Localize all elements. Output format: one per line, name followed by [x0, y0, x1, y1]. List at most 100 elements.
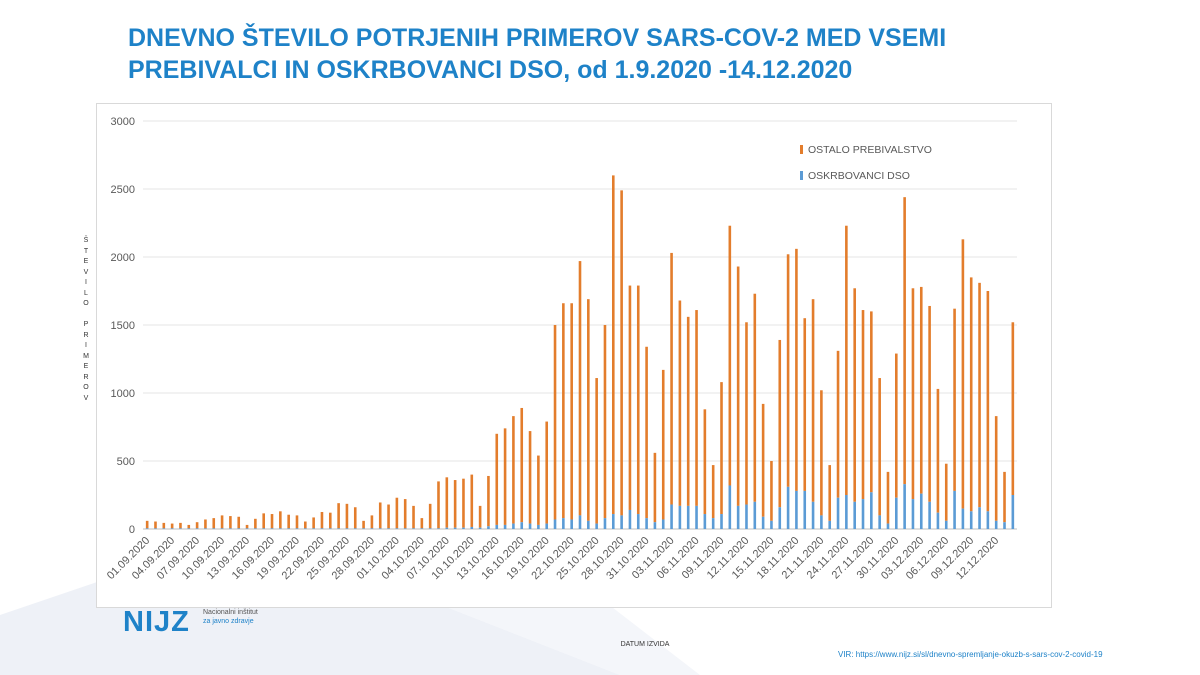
bar-oskrbovanci-dso	[362, 528, 365, 529]
bar-oskrbovanci-dso	[870, 492, 873, 529]
bar-ostalo-prebivalstvo	[328, 512, 332, 529]
bar-ostalo-prebivalstvo	[611, 175, 615, 515]
y-tick-label: 2000	[111, 252, 135, 264]
bar-ostalo-prebivalstvo	[703, 409, 707, 515]
bar-oskrbovanci-dso	[711, 518, 715, 529]
bar-ostalo-prebivalstvo	[212, 518, 216, 529]
bar-oskrbovanci-dso	[470, 526, 474, 529]
bar-oskrbovanci-dso	[378, 528, 382, 529]
bar-oskrbovanci-dso	[903, 484, 906, 529]
y-axis-label-letter: L	[84, 289, 88, 297]
bar-oskrbovanci-dso	[886, 523, 890, 529]
bar-oskrbovanci-dso	[212, 528, 216, 529]
bar-ostalo-prebivalstvo	[820, 390, 823, 516]
bar-ostalo-prebivalstvo	[545, 421, 549, 524]
bar-ostalo-prebivalstvo	[711, 465, 715, 519]
bar-oskrbovanci-dso	[811, 501, 815, 529]
y-tick-label: 1000	[111, 388, 135, 400]
bar-ostalo-prebivalstvo	[345, 503, 349, 529]
bar-ostalo-prebivalstvo	[978, 282, 981, 508]
bar-oskrbovanci-dso	[895, 497, 898, 529]
bar-ostalo-prebivalstvo	[270, 514, 274, 529]
y-tick-label: 1500	[111, 320, 135, 332]
bar-ostalo-prebivalstvo	[254, 518, 257, 529]
bar-ostalo-prebivalstvo	[1003, 471, 1006, 523]
bar-oskrbovanci-dso	[1011, 495, 1015, 529]
bar-oskrbovanci-dso	[595, 523, 598, 529]
bar-ostalo-prebivalstvo	[770, 461, 773, 521]
bar-oskrbovanci-dso	[270, 528, 274, 529]
bar-oskrbovanci-dso	[145, 528, 149, 529]
bar-ostalo-prebivalstvo	[179, 522, 182, 529]
bar-oskrbovanci-dso	[162, 528, 166, 529]
bar-ostalo-prebivalstvo	[653, 452, 657, 523]
bar-ostalo-prebivalstvo	[661, 369, 665, 520]
bar-ostalo-prebivalstvo	[895, 353, 898, 498]
bar-oskrbovanci-dso	[753, 501, 757, 529]
bar-ostalo-prebivalstvo	[403, 499, 407, 529]
bar-oskrbovanci-dso	[653, 522, 657, 529]
bar-oskrbovanci-dso	[836, 497, 840, 529]
bar-oskrbovanci-dso	[803, 490, 807, 529]
bar-ostalo-prebivalstvo	[778, 339, 782, 508]
bar-ostalo-prebivalstvo	[279, 511, 282, 529]
bar-oskrbovanci-dso	[287, 528, 290, 529]
bar-oskrbovanci-dso	[620, 515, 623, 529]
bar-ostalo-prebivalstvo	[728, 225, 732, 486]
y-axis-label-letter: R	[83, 373, 89, 381]
bar-ostalo-prebivalstvo	[686, 316, 690, 506]
bar-oskrbovanci-dso	[403, 528, 407, 529]
bar-ostalo-prebivalstvo	[836, 350, 840, 498]
bar-oskrbovanci-dso	[728, 485, 732, 529]
bar-ostalo-prebivalstvo	[378, 502, 382, 529]
bar-oskrbovanci-dso	[670, 504, 673, 529]
bar-oskrbovanci-dso	[944, 520, 948, 529]
bar-ostalo-prebivalstvo	[195, 522, 199, 529]
legend-label: OSKRBOVANCI DSO	[808, 170, 910, 182]
bar-oskrbovanci-dso	[820, 515, 823, 529]
bar-oskrbovanci-dso	[961, 508, 965, 529]
bar-ostalo-prebivalstvo	[736, 266, 740, 506]
bar-oskrbovanci-dso	[545, 523, 549, 529]
bar-oskrbovanci-dso	[661, 519, 665, 529]
bar-ostalo-prebivalstvo	[304, 521, 307, 529]
bar-oskrbovanci-dso	[994, 520, 998, 529]
bar-ostalo-prebivalstvo	[636, 285, 640, 515]
bar-ostalo-prebivalstvo	[220, 515, 224, 529]
bar-ostalo-prebivalstvo	[245, 524, 249, 529]
source-link[interactable]: VIR: https://www.nijz.si/sl/dnevno-sprem…	[838, 650, 1103, 659]
bar-ostalo-prebivalstvo	[470, 474, 474, 527]
bar-oskrbovanci-dso	[645, 518, 648, 529]
y-axis-label-letter: R	[83, 331, 89, 339]
bar-oskrbovanci-dso	[953, 490, 956, 529]
bar-ostalo-prebivalstvo	[845, 225, 848, 495]
logo-subtitle-1: Nacionalni inštitut	[203, 609, 258, 616]
bar-oskrbovanci-dso	[254, 528, 257, 529]
bar-oskrbovanci-dso	[578, 515, 582, 529]
bar-oskrbovanci-dso	[187, 528, 191, 529]
bar-ostalo-prebivalstvo	[145, 520, 149, 529]
bar-oskrbovanci-dso	[928, 501, 931, 529]
legend-swatch	[800, 171, 803, 180]
y-tick-label: 0	[129, 524, 135, 536]
bar-oskrbovanci-dso	[154, 528, 157, 529]
y-tick-label: 2500	[111, 184, 135, 196]
bar-ostalo-prebivalstvo	[603, 325, 607, 519]
bar-ostalo-prebivalstvo	[811, 299, 815, 502]
bar-ostalo-prebivalstvo	[911, 288, 915, 500]
bar-oskrbovanci-dso	[861, 499, 865, 529]
bar-ostalo-prebivalstvo	[462, 478, 465, 528]
logo-wordmark: NIJZ	[123, 606, 190, 638]
chart: 05001000150020002500300001.09.202004.09.…	[105, 116, 1017, 582]
nijz-logo: NIJZ Nacionalni inštitut za javno zdravj…	[123, 606, 258, 639]
y-axis-label-letter: I	[85, 279, 87, 286]
bar-oskrbovanci-dso	[420, 528, 424, 529]
bar-ostalo-prebivalstvo	[753, 293, 757, 502]
bar-ostalo-prebivalstvo	[154, 521, 157, 529]
bar-ostalo-prebivalstvo	[828, 465, 832, 521]
bar-ostalo-prebivalstvo	[495, 433, 499, 525]
bar-ostalo-prebivalstvo	[437, 481, 440, 529]
bar-oskrbovanci-dso	[969, 511, 973, 529]
bar-oskrbovanci-dso	[237, 528, 241, 529]
